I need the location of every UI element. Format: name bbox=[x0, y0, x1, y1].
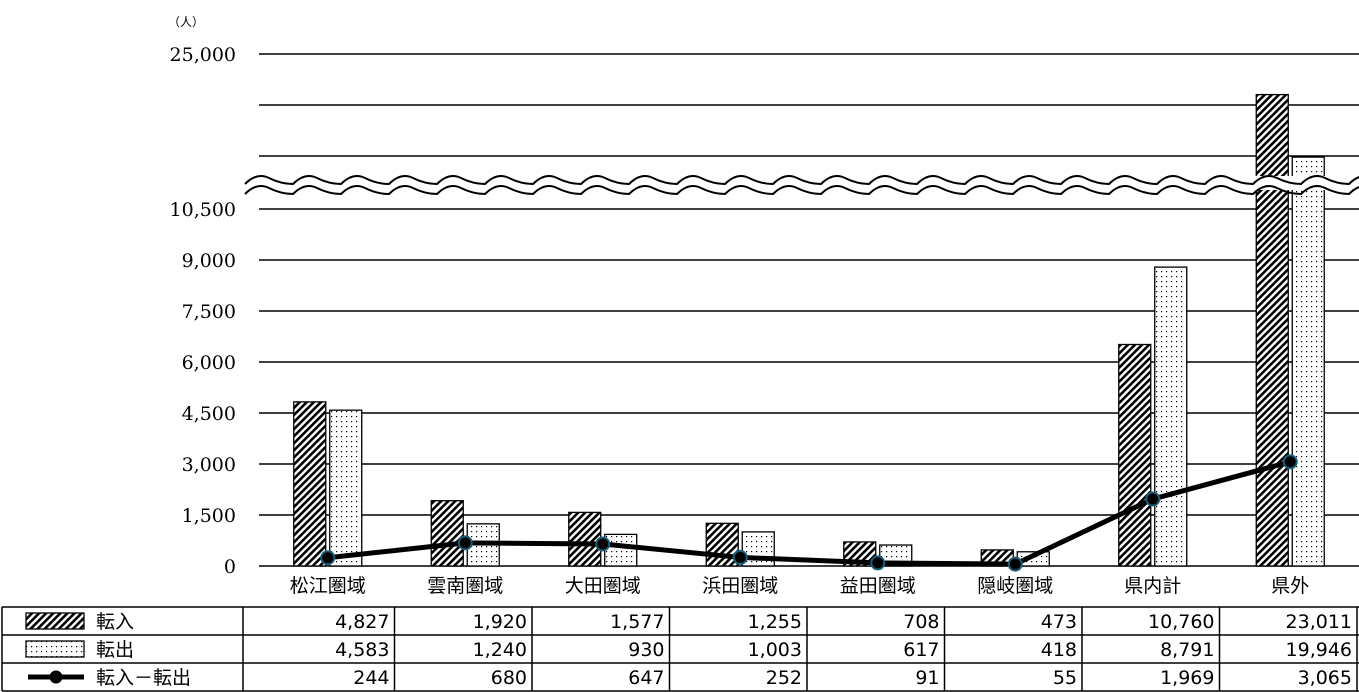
table-cell: 1,240 bbox=[473, 639, 527, 661]
net-marker bbox=[1145, 491, 1161, 507]
bar-tennyu bbox=[1255, 93, 1289, 567]
bar-tennyu bbox=[568, 511, 602, 567]
category-label: 県外 bbox=[1271, 575, 1309, 597]
net-marker bbox=[1282, 454, 1298, 470]
category-label: 松江圏域 bbox=[290, 575, 366, 597]
table-cell: 1,003 bbox=[748, 639, 802, 661]
table-cell: 23,011 bbox=[1286, 611, 1352, 633]
unit-label: （人） bbox=[168, 15, 204, 29]
category-label: 益田圏域 bbox=[840, 575, 916, 597]
table-row-label: 転出 bbox=[96, 639, 134, 661]
category-label: 浜田圏域 bbox=[702, 575, 778, 597]
bar-tennyu bbox=[430, 500, 464, 567]
y-tick-label: 3,000 bbox=[182, 454, 236, 476]
table-cell: 473 bbox=[1041, 611, 1077, 633]
y-tick-label: 7,500 bbox=[182, 301, 236, 323]
net-marker bbox=[1007, 556, 1023, 572]
bar-tennyu bbox=[293, 401, 327, 567]
category-label: 隠岐圏域 bbox=[977, 575, 1053, 597]
table-cell: 1,577 bbox=[610, 611, 664, 633]
table-cell: 244 bbox=[353, 667, 389, 689]
bar-tenshutsu bbox=[1291, 156, 1325, 567]
y-tick-label: 0 bbox=[224, 556, 236, 578]
bar-tenshutsu bbox=[604, 533, 638, 567]
axis-break-wave bbox=[244, 185, 1359, 196]
table-row-label: 転入－転出 bbox=[96, 667, 191, 689]
table-cell: 647 bbox=[628, 667, 664, 689]
table-cell: 8,791 bbox=[1160, 639, 1214, 661]
bar-tenshutsu bbox=[1154, 266, 1188, 567]
y-tick-label: 4,500 bbox=[182, 403, 236, 425]
table-cell: 1,969 bbox=[1160, 667, 1214, 689]
table-cell: 4,583 bbox=[335, 639, 389, 661]
bar-tennyu bbox=[1118, 343, 1152, 567]
table-cell: 91 bbox=[915, 667, 939, 689]
y-tick-label: 10,500 bbox=[170, 199, 236, 221]
table-cell: 708 bbox=[903, 611, 939, 633]
category-label: 雲南圏域 bbox=[427, 575, 503, 597]
table-cell: 418 bbox=[1041, 639, 1077, 661]
net-marker bbox=[595, 536, 611, 552]
y-tick-label: 6,000 bbox=[182, 352, 236, 374]
table-cell: 55 bbox=[1053, 667, 1077, 689]
net-marker bbox=[870, 555, 886, 571]
legend-key-tenshutsu bbox=[25, 640, 85, 658]
table-cell: 10,760 bbox=[1148, 611, 1214, 633]
table-cell: 4,827 bbox=[335, 611, 389, 633]
net-marker bbox=[732, 549, 748, 565]
category-label: 大田圏域 bbox=[565, 575, 641, 597]
table-cell: 930 bbox=[628, 639, 664, 661]
table-cell: 617 bbox=[903, 639, 939, 661]
y-tick-label: 25,000 bbox=[170, 44, 236, 66]
table-cell: 1,255 bbox=[748, 611, 802, 633]
net-marker bbox=[457, 535, 473, 551]
table-row-label: 転入 bbox=[96, 611, 134, 633]
net-line bbox=[327, 459, 1291, 567]
legend-key-net-marker bbox=[49, 670, 63, 684]
y-tick-label: 1,500 bbox=[182, 505, 236, 527]
table-cell: 680 bbox=[491, 667, 527, 689]
table-cell: 3,065 bbox=[1298, 667, 1352, 689]
axis-break-wave bbox=[244, 175, 1359, 186]
table-cell: 19,946 bbox=[1286, 639, 1352, 661]
table-cell: 1,920 bbox=[473, 611, 527, 633]
y-tick-label: 9,000 bbox=[182, 250, 236, 272]
bar-tenshutsu bbox=[329, 409, 363, 567]
category-label: 県内計 bbox=[1124, 575, 1181, 597]
legend-key-tennyu bbox=[25, 612, 85, 630]
table-cell: 252 bbox=[766, 667, 802, 689]
net-marker bbox=[320, 550, 336, 566]
